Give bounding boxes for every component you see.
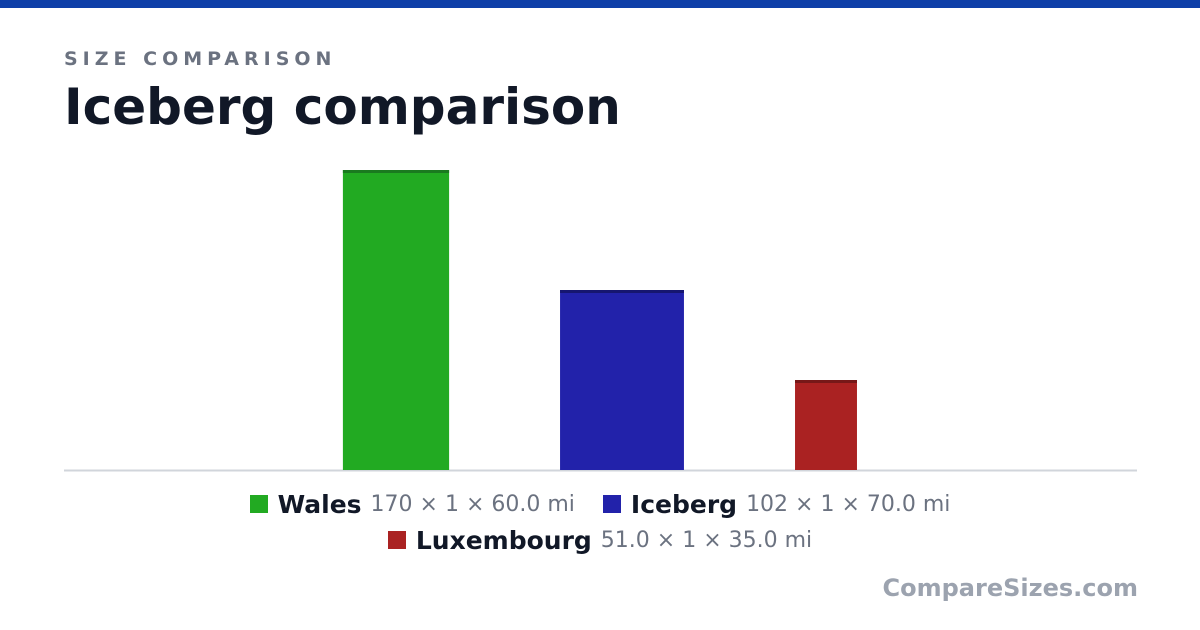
legend-swatch-wales: [249, 495, 268, 513]
site-watermark: CompareSizes.com: [882, 574, 1138, 602]
legend-swatch-iceberg: [602, 495, 621, 513]
legend-name-luxembourg: Luxembourg: [415, 525, 592, 555]
top-accent-bar: [0, 0, 1200, 8]
legend-item-luxembourg: Luxembourg 51.0 × 1 × 35.0 mi: [387, 525, 813, 555]
legend-name-wales: Wales: [277, 489, 362, 519]
legend-item-wales: Wales 170 × 1 × 60.0 mi: [249, 489, 575, 519]
legend-row-1: Wales 170 × 1 × 60.0 mi Iceberg 102 × 1 …: [236, 486, 965, 522]
legend-dims-iceberg: 102 × 1 × 70.0 mi: [746, 491, 951, 517]
bars-group: [342, 170, 857, 470]
bar-cap-luxembourg: [795, 380, 857, 383]
legend-swatch-luxembourg: [387, 531, 406, 549]
bar-wales: [342, 170, 450, 470]
legend-name-iceberg: Iceberg: [630, 489, 738, 519]
legend-item-iceberg: Iceberg 102 × 1 × 70.0 mi: [602, 489, 951, 519]
legend-dims-luxembourg: 51.0 × 1 × 35.0 mi: [600, 527, 813, 553]
bar-iceberg: [560, 290, 684, 470]
legend-dims-wales: 170 × 1 × 60.0 mi: [370, 491, 575, 517]
bar-cap-iceberg: [560, 290, 684, 293]
bar-cap-wales: [342, 170, 450, 173]
bar-luxembourg: [795, 380, 857, 470]
legend-row-2: Luxembourg 51.0 × 1 × 35.0 mi: [374, 522, 826, 558]
page-title: Iceberg comparison: [64, 78, 621, 136]
eyebrow-label: SIZE COMPARISON: [64, 48, 337, 70]
legend: Wales 170 × 1 × 60.0 mi Iceberg 102 × 1 …: [0, 486, 1200, 558]
